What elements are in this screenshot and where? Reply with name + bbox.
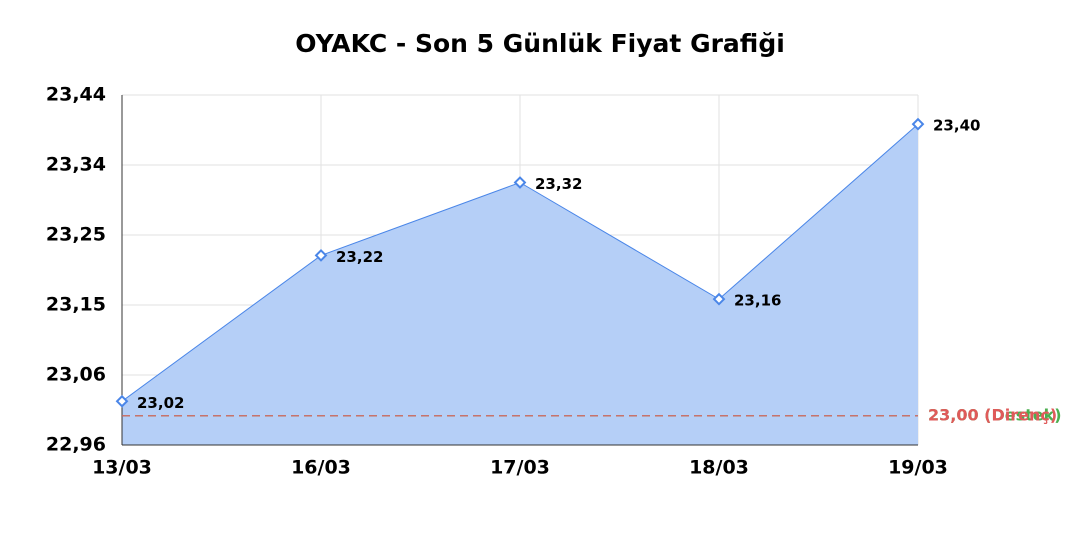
y-tick-label: 23,44 <box>46 84 106 106</box>
marker <box>115 394 129 408</box>
y-tick-label: 23,06 <box>46 364 106 386</box>
reference-label: 23,00 (Direnç) <box>928 405 1057 424</box>
area <box>122 124 918 446</box>
marker <box>513 176 527 189</box>
reference-label: 23,00 (Destek) <box>928 405 1062 424</box>
data-label: 23,02 <box>137 394 184 412</box>
y-tick-label: 23,25 <box>46 224 106 246</box>
data-label: 23,22 <box>336 248 383 266</box>
marker <box>911 117 925 131</box>
chart-title: OYAKC - Son 5 Günlük Fiyat Grafiği <box>295 29 785 58</box>
data-label: 23,32 <box>535 175 582 193</box>
y-tick-label: 23,34 <box>46 154 106 176</box>
data-label: 23,16 <box>734 292 781 310</box>
marker <box>314 249 328 262</box>
x-tick-label: 18/03 <box>689 457 749 479</box>
y-tick-label: 23,15 <box>46 294 106 316</box>
data-label: 23,40 <box>933 117 980 135</box>
x-tick-label: 13/03 <box>92 457 152 479</box>
x-tick-label: 16/03 <box>291 457 351 479</box>
x-tick-label: 17/03 <box>490 457 550 479</box>
marker <box>712 292 726 306</box>
x-tick-label: 19/03 <box>888 457 948 479</box>
y-tick-label: 22,96 <box>46 434 106 456</box>
